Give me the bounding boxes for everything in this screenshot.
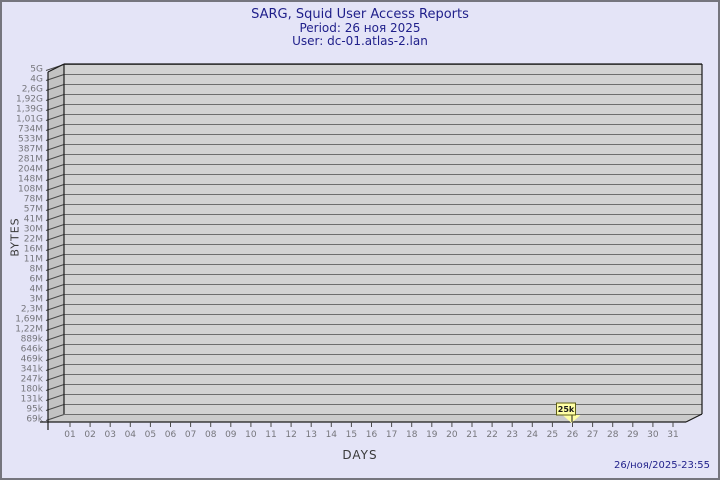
y-tick-label: 78M [24,195,43,205]
marker-value-box [556,402,576,416]
x-tick-label: 26 [567,430,579,440]
x-tick-label: 14 [326,430,338,440]
x-tick-label: 01 [64,430,75,440]
chart-3d-wall [48,64,64,422]
y-tick-label: 6M [30,275,44,285]
y-tick-label: 41M [24,215,43,225]
y-axis-ticks [45,64,65,421]
plot-outline [40,63,703,430]
y-tick-label: 1,39G [16,105,43,115]
y-tick-label: 247k [21,375,44,385]
y-tick-label: 1,22M [15,325,43,335]
x-tick-label: 12 [285,430,296,440]
x-axis-ticks [69,422,674,427]
x-tick-label: 27 [587,430,598,440]
y-tick-label: 95k [26,405,43,415]
y-tick-label: 148M [18,175,43,185]
x-tick-label: 31 [667,430,678,440]
x-tick-label: 30 [647,430,659,440]
y-tick-label: 69k [26,415,43,425]
y-tick-label: 30M [24,225,43,235]
x-tick-label: 16 [366,430,378,440]
y-tick-label: 646k [21,345,44,355]
x-axis-title: DAYS [342,448,378,462]
chart-period: Period: 26 ноя 2025 [299,21,421,35]
generation-timestamp: 26/ноя/2025-23:55 [613,460,710,471]
x-tick-label: 11 [265,430,276,440]
data-point-marker: 25k [556,402,581,423]
x-tick-label: 03 [104,430,115,440]
y-tick-label: 281M [18,155,43,165]
x-tick-label: 20 [446,430,458,440]
x-tick-label: 08 [205,430,217,440]
y-tick-label: 4G [30,75,43,85]
x-tick-label: 24 [527,430,539,440]
y-tick-label: 108M [18,185,43,195]
x-axis-tick-labels: 01 02 03 04 05 06 07 08 09 10 11 12 13 14 15 16 17 18 19 20… [64,430,678,440]
y-tick-label: 3M [30,295,44,305]
x-tick-label: 04 [125,430,137,440]
y-tick-label: 16M [24,245,43,255]
x-tick-label: 02 [84,430,95,440]
x-tick-label: 23 [506,430,517,440]
y-tick-label: 341k [21,365,44,375]
y-axis-tick-labels: 5G4G2,6G1,92G1,39G1,01G734M533M387M281M2… [15,65,44,425]
y-tick-label: 469k [21,355,44,365]
x-tick-label: 15 [346,430,357,440]
y-tick-label: 180k [21,385,44,395]
y-tick-label: 131k [21,395,44,405]
x-tick-label: 21 [466,430,477,440]
x-tick-label: 10 [245,430,257,440]
x-tick-label: 22 [486,430,497,440]
y-tick-label: 2,3M [21,305,43,315]
x-tick-label: 09 [225,430,237,440]
y-tick-label: 11M [24,255,43,265]
chart-3d-floor [48,414,702,422]
y-tick-label: 2,6G [22,85,43,95]
y-tick-label: 1,92G [16,95,43,105]
x-tick-label: 18 [406,430,418,440]
chart-user: User: dc-01.atlas-2.lan [292,34,428,48]
y-tick-label: 889k [21,335,44,345]
plot-background [64,64,702,414]
y-tick-label: 5G [30,65,43,75]
y-tick-label: 1,01G [16,115,43,125]
y-tick-label: 734M [18,125,43,135]
x-tick-label: 17 [386,430,397,440]
y-tick-label: 533M [18,135,43,145]
y-tick-label: 57M [24,205,43,215]
y-tick-label: 4M [30,285,44,295]
x-tick-label: 07 [185,430,196,440]
y-tick-label: 204M [18,165,43,175]
y-tick-label: 8M [30,265,44,275]
x-tick-label: 28 [607,430,619,440]
y-tick-label: 22M [24,235,43,245]
chart-title: SARG, Squid User Access Reports [251,7,469,22]
chart-header: SARG, Squid User Access Reports Period: … [2,8,718,48]
x-tick-label: 06 [165,430,177,440]
y-tick-label: 387M [18,145,43,155]
marker-value-label: 25k [558,405,575,414]
x-tick-label: 05 [145,430,156,440]
x-tick-label: 29 [627,430,639,440]
x-tick-label: 25 [547,430,558,440]
y-tick-label: 1,69M [15,315,43,325]
x-tick-label: 19 [426,430,438,440]
x-tick-label: 13 [305,430,316,440]
